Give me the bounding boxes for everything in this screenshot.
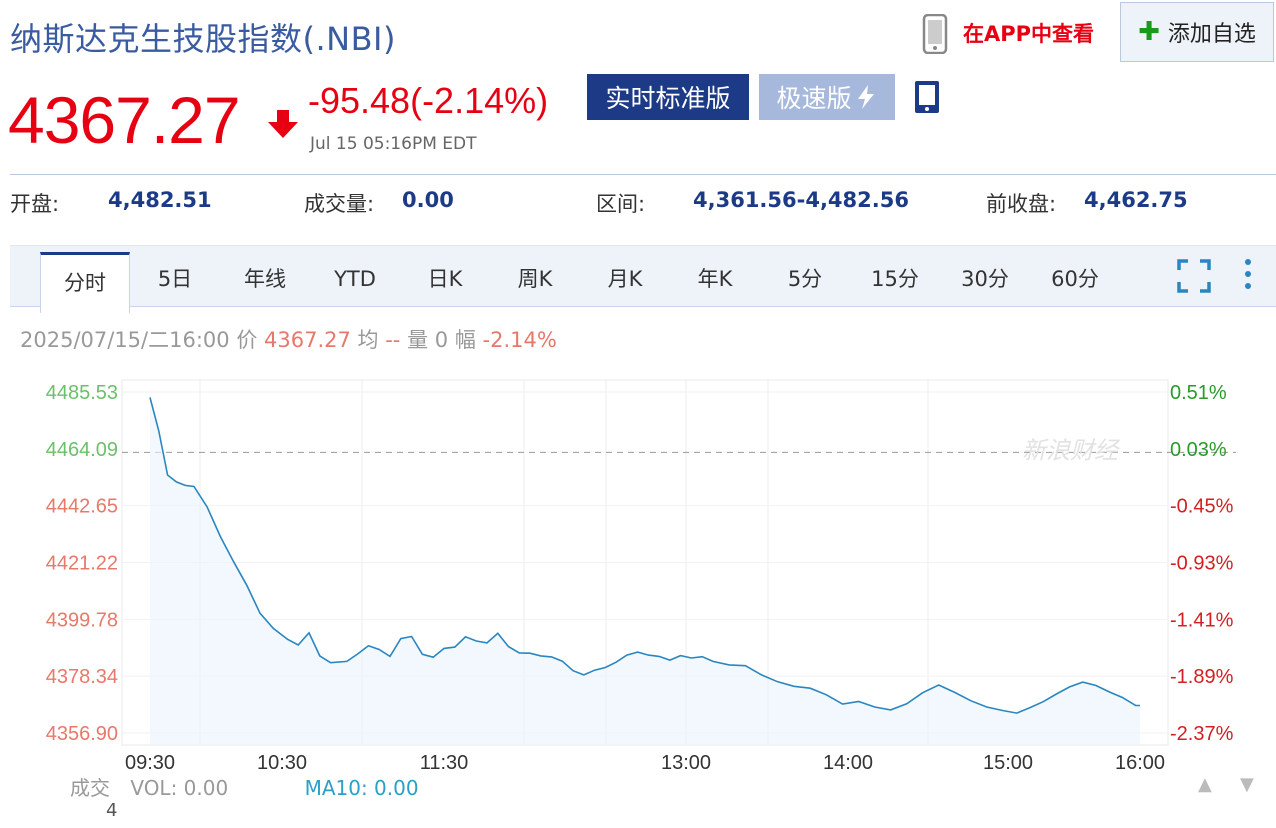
info-avg-label: 均 — [357, 328, 379, 352]
info-price: 4367.27 — [264, 328, 351, 352]
tab-yearly-k[interactable]: 年K — [697, 267, 733, 291]
phone-icon[interactable] — [922, 14, 948, 54]
stat-label-volume: 成交量: — [304, 192, 375, 216]
info-amp: -2.14% — [482, 328, 557, 352]
x-tick-label: 16:00 — [1115, 752, 1165, 770]
lightning-icon — [857, 85, 874, 109]
stat-label-open: 开盘: — [10, 192, 60, 216]
stat-value-open: 4,482.51 — [108, 188, 212, 212]
x-tick-label: 14:00 — [823, 752, 873, 770]
y-tick-label-right: 0.51% — [1170, 382, 1227, 404]
info-amp-label: 幅 — [454, 328, 476, 352]
x-tick-label: 11:30 — [420, 752, 469, 770]
y-tick-label-left: 4485.53 — [46, 382, 118, 404]
current-price: 4367.27 — [8, 83, 241, 157]
tab-weekly-k[interactable]: 周K — [517, 267, 553, 291]
x-tick-label: 15:00 — [983, 752, 1033, 770]
tab-ytd[interactable]: YTD — [334, 267, 376, 291]
fast-version-label: 极速版 — [776, 84, 852, 113]
y-tick-label-left: 4421.22 — [46, 552, 118, 574]
price-change: -95.48(-2.14%) — [308, 80, 549, 121]
tab-monthly-k[interactable]: 月K — [607, 267, 643, 291]
y-tick-label-left: 4399.78 — [46, 609, 118, 631]
volume-axis-value: 4 — [106, 800, 118, 821]
intraday-chart[interactable]: 新浪财经 4485.53 4464.09 4442.65 4421.22 4399.78 4… — [0, 370, 1276, 770]
add-to-watchlist-label: 添加自选 — [1167, 22, 1256, 47]
stat-value-range: 4,361.56-4,482.56 — [693, 188, 909, 212]
chart-period-tabs: 分时 5日 年线 YTD 日K 周K 月K 年K 5分 15分 30分 60分 — [10, 245, 1276, 313]
stat-label-prev-close: 前收盘: — [986, 192, 1057, 216]
stat-label-range: 区间: — [596, 192, 646, 216]
y-tick-label-left: 4442.65 — [46, 496, 118, 518]
x-tick-label: 13:00 — [661, 752, 711, 770]
info-date: 2025/07/15/二16:00 — [20, 328, 230, 352]
ma10-value: MA10: 0.00 — [304, 776, 419, 800]
tab-intraday[interactable]: 分时 — [40, 252, 130, 313]
tab-60min[interactable]: 60分 — [1051, 267, 1099, 291]
price-line — [149, 397, 1141, 714]
arrow-down-icon — [268, 110, 298, 138]
y-tick-label-right: 0.03% — [1170, 439, 1227, 461]
tab-daily-k[interactable]: 日K — [427, 267, 463, 291]
watermark-text: 新浪财经 — [1022, 436, 1121, 464]
y-tick-label-right: -0.45% — [1170, 496, 1234, 518]
header-divider — [10, 174, 1276, 175]
view-in-app-link[interactable]: 在APP中查看 — [963, 22, 1095, 46]
realtime-standard-button[interactable]: 实时标准版 — [587, 74, 749, 120]
tab-15min[interactable]: 15分 — [871, 267, 919, 291]
info-avg: -- — [385, 328, 401, 352]
tab-yearly-line[interactable]: 年线 — [244, 267, 286, 291]
y-tick-label-left: 4356.90 — [46, 723, 118, 745]
scroll-down-icon[interactable]: ▼ — [1240, 774, 1254, 795]
quote-timestamp: Jul 15 05:16PM EDT — [310, 134, 477, 154]
y-tick-label-right: -1.89% — [1170, 666, 1234, 688]
tab-5min[interactable]: 5分 — [787, 267, 823, 291]
tab-30min[interactable]: 30分 — [961, 267, 1009, 291]
price-area — [150, 397, 1140, 745]
volume-value: VOL: 0.00 — [130, 776, 229, 800]
y-tick-label-right: -2.37% — [1170, 723, 1234, 745]
y-tick-label-left: 4464.09 — [46, 439, 118, 461]
stat-value-prev-close: 4,462.75 — [1084, 188, 1188, 212]
x-tick-label: 09:30 — [125, 752, 175, 770]
y-tick-label-right: -0.93% — [1170, 552, 1234, 574]
info-price-label: 价 — [236, 328, 258, 352]
mobile-icon[interactable] — [913, 80, 941, 114]
more-options-icon[interactable] — [1238, 256, 1258, 296]
y-tick-label-left: 4378.34 — [46, 666, 118, 688]
plus-icon: ✚ — [1138, 17, 1160, 47]
info-vol-label: 量 — [407, 328, 429, 352]
page-title: 纳斯达克生技股指数(.NBI) — [10, 20, 396, 58]
info-vol: 0 — [434, 328, 449, 352]
volume-label: 成交 — [70, 776, 110, 800]
stat-value-volume: 0.00 — [402, 188, 454, 212]
crosshair-info: 2025/07/15/二16:00 价 4367.27 均 -- 量 0 幅 -… — [20, 324, 557, 354]
fullscreen-icon[interactable] — [1176, 258, 1212, 294]
tab-5day[interactable]: 5日 — [157, 267, 193, 291]
x-tick-label: 10:30 — [257, 752, 307, 770]
add-to-watchlist-button[interactable]: ✚ 添加自选 — [1120, 2, 1274, 62]
volume-legend: 成交 VOL: 0.00 MA10: 0.00 — [70, 772, 419, 801]
scroll-up-icon[interactable]: ▲ — [1198, 774, 1212, 795]
y-tick-label-right: -1.41% — [1170, 609, 1234, 631]
fast-version-button[interactable]: 极速版 — [759, 74, 895, 120]
